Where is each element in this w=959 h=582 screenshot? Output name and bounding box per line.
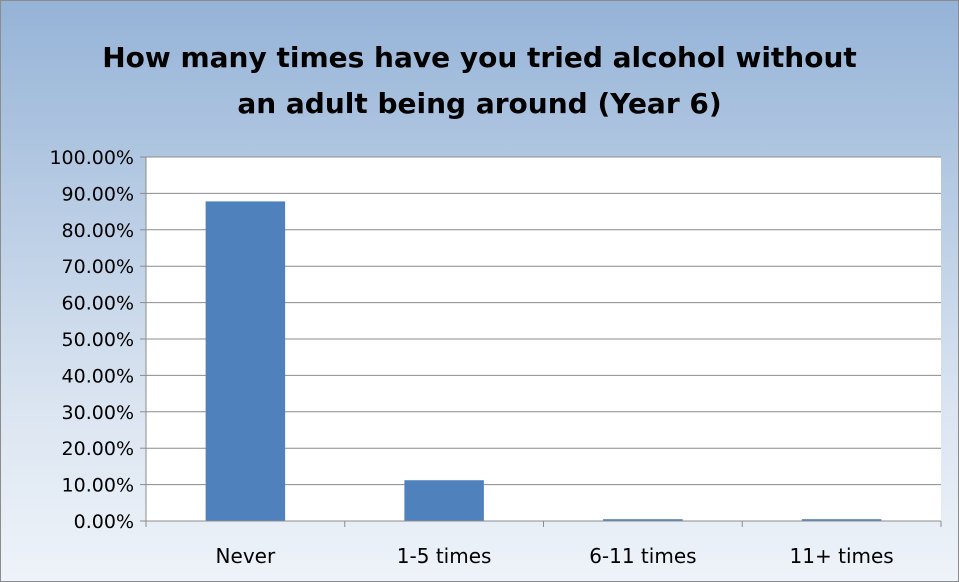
y-tick-label: 90.00% xyxy=(62,183,134,205)
x-axis-category-labels: Never 1-5 times 6-11 times 11+ times xyxy=(216,544,894,568)
bar-never xyxy=(205,201,286,521)
y-tick-label: 80.00% xyxy=(62,220,134,242)
axes xyxy=(140,156,942,527)
y-axis-tick-labels: 0.00% 10.00% 20.00% 30.00% 40.00% 50.00% 60.00… xyxy=(49,147,134,533)
chart-title-line-1: How many times have you tried alcohol wi… xyxy=(102,41,857,74)
y-tick-label: 50.00% xyxy=(62,329,134,351)
bars xyxy=(205,201,882,521)
y-tick-label: 20.00% xyxy=(62,438,134,460)
y-tick-label: 60.00% xyxy=(62,293,134,315)
bar-6-11-times xyxy=(603,519,683,521)
y-tick-label: 0.00% xyxy=(74,511,134,533)
x-category-label: 6-11 times xyxy=(589,544,696,568)
bar-11-times xyxy=(801,519,882,521)
x-category-label: Never xyxy=(216,544,276,568)
y-tick-label: 100.00% xyxy=(49,147,134,169)
y-tick-label: 40.00% xyxy=(62,365,134,387)
y-tick-label: 70.00% xyxy=(62,256,134,278)
y-tick-label: 10.00% xyxy=(62,475,134,497)
chart-title: How many times have you tried alcohol wi… xyxy=(1,35,958,127)
x-category-label: 1-5 times xyxy=(397,544,492,568)
y-tick-label: 30.00% xyxy=(62,402,134,424)
x-category-label: 11+ times xyxy=(790,544,894,568)
chart-title-line-2: an adult being around (Year 6) xyxy=(237,87,722,120)
bar-1-5-times xyxy=(404,480,484,521)
